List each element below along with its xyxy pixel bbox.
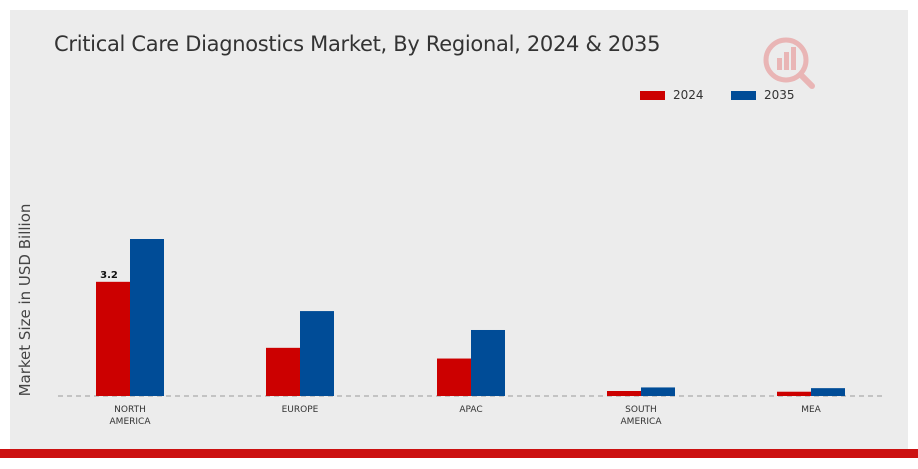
bar-2035-europe [300, 311, 334, 396]
x-tick-label-europe: EUROPE [282, 405, 319, 415]
legend-swatch-2035 [731, 90, 756, 100]
data-label-north-america: 3.2 [100, 270, 118, 281]
chart-title: Critical Care Diagnostics Market, By Reg… [54, 32, 661, 56]
legend-swatch-2024 [640, 90, 665, 100]
logo-icon [758, 32, 818, 92]
bar-2035-north-america [130, 239, 164, 396]
x-tick-label-south-america-line2: AMERICA [621, 417, 663, 427]
x-tick-label-apac: APAC [459, 405, 482, 415]
bar-2024-apac [437, 358, 471, 396]
legend-item-2035: 2035 [731, 88, 795, 102]
x-tick-label-north-america-line2: AMERICA [110, 417, 152, 427]
bar-2035-apac [471, 329, 505, 396]
x-tick-label-north-america-line1: NORTH [114, 405, 146, 415]
legend-item-2024: 2024 [640, 88, 704, 102]
bar-2035-south-america [641, 387, 675, 396]
legend-label-2035: 2035 [764, 88, 795, 102]
bar-2024-north-america [96, 281, 130, 396]
bar-2024-south-america [607, 391, 641, 396]
x-tick-label-mea: MEA [801, 405, 821, 415]
bar-2035-mea [811, 388, 845, 396]
bar-2024-mea [777, 391, 811, 396]
legend-label-2024: 2024 [673, 88, 704, 102]
bottom-accent-bar [0, 449, 918, 458]
bar-2024-europe [266, 347, 300, 396]
x-tick-label-south-america-line1: SOUTH [625, 405, 657, 415]
